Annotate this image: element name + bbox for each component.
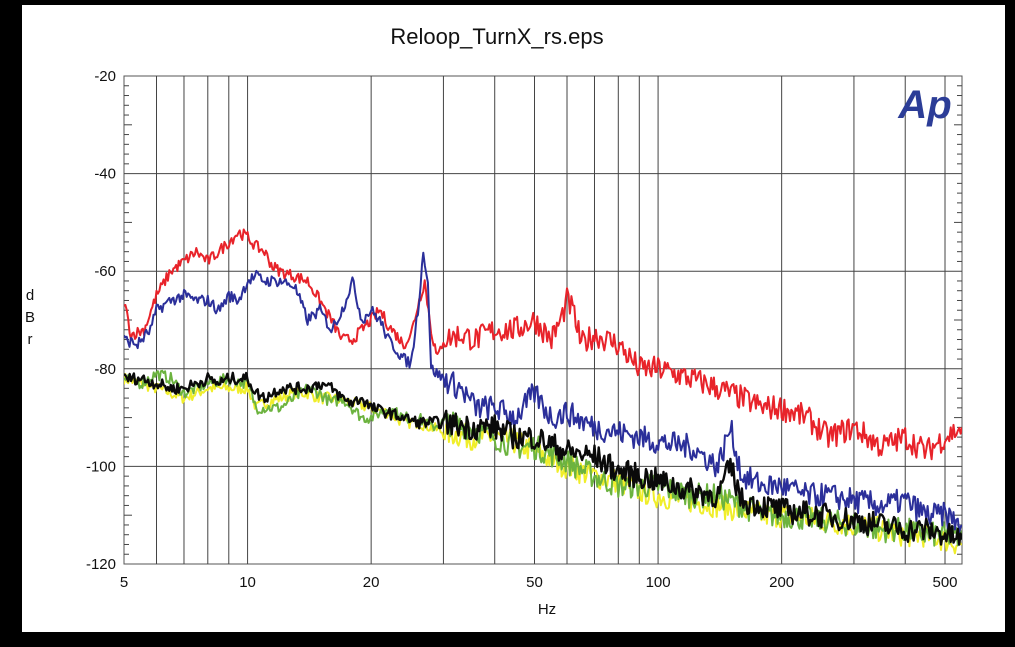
series-line-black [124,371,962,546]
y-tick-labels: -20 -40 -60 -80 -100 -120 [86,68,116,573]
y-tick-label: -20 [94,68,116,85]
x-tick-label: 5 [120,574,128,591]
x-tick-label: 100 [646,574,671,591]
y-tick-label: -40 [94,166,116,183]
x-axis-title: Hz [538,601,556,618]
y-axis-title-char: B [25,309,35,326]
grid [124,76,962,564]
x-tick-labels: 5 10 20 50 100 200 500 [120,574,958,591]
x-tick-label: 50 [526,574,543,591]
y-axis-title-char: r [28,331,33,348]
x-tick-label: 200 [769,574,794,591]
y-tick-label: -80 [94,361,116,378]
y-tick-label: -120 [86,556,116,573]
y-tick-label: -60 [94,263,116,280]
x-tick-label: 500 [932,574,957,591]
series-line-red [124,228,962,461]
y-axis-title-char: d [26,287,34,304]
y-tick-label: -100 [86,458,116,475]
chart-title: Reloop_TurnX_rs.eps [390,24,603,49]
x-tick-label: 10 [239,574,256,591]
series-layer [124,228,962,555]
ap-logo: Ap [897,83,951,127]
plot-area [123,75,963,565]
y-minor-ticks [124,85,962,555]
x-tick-label: 20 [363,574,380,591]
